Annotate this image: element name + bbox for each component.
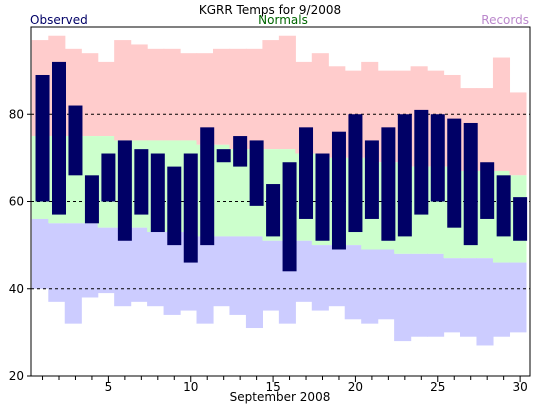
record-low-band: [130, 227, 148, 302]
record-high-band: [311, 53, 329, 154]
observed-bar: [249, 140, 264, 206]
observed-bar: [414, 109, 429, 215]
record-low-band: [147, 232, 165, 307]
observed-bar: [51, 61, 66, 215]
record-high-band: [245, 48, 263, 150]
record-low-band: [377, 249, 395, 320]
record-low-band: [361, 249, 379, 324]
x-tick-label: 10: [183, 380, 198, 394]
record-high-band: [361, 61, 379, 158]
record-low-band: [31, 218, 49, 289]
observed-bar: [364, 140, 379, 219]
observed-bar: [266, 184, 281, 237]
observed-bar: [299, 127, 314, 219]
observed-bar: [315, 153, 330, 241]
observed-bar: [150, 153, 165, 233]
normal-band: [212, 144, 231, 237]
record-low-band: [328, 245, 346, 307]
observed-bar: [496, 175, 511, 237]
observed-bar: [117, 140, 132, 241]
record-high-band: [262, 40, 280, 150]
record-low-band: [48, 223, 66, 302]
record-low-band: [394, 253, 412, 342]
legend-records: Records: [481, 13, 529, 27]
record-high-band: [229, 48, 247, 150]
x-tick-label: 20: [348, 380, 363, 394]
record-high-band: [196, 53, 214, 145]
record-low-band: [410, 253, 428, 337]
legend-normals: Normals: [258, 13, 308, 27]
record-low-band: [344, 245, 362, 320]
record-low-band: [295, 240, 313, 302]
observed-bar: [331, 131, 346, 250]
record-high-band: [147, 48, 165, 141]
observed-bar: [397, 114, 412, 237]
record-high-band: [212, 48, 231, 145]
observed-bar: [282, 162, 297, 272]
record-high-band: [476, 88, 494, 171]
record-low-band: [229, 236, 247, 315]
x-tick-label: 5: [105, 380, 113, 394]
x-tick-label: 25: [430, 380, 445, 394]
chart-title: KGRR Temps for 9/2008: [199, 3, 341, 17]
observed-bar: [134, 149, 149, 215]
observed-bar: [183, 153, 198, 263]
observed-bar: [348, 114, 363, 233]
observed-bar: [233, 136, 248, 167]
record-low-band: [245, 236, 263, 329]
observed-bar: [84, 175, 99, 224]
observed-bar: [216, 149, 231, 163]
record-low-band: [509, 262, 527, 333]
record-high-band: [278, 35, 296, 150]
record-high-band: [130, 44, 148, 141]
record-low-band: [64, 223, 82, 324]
record-low-band: [97, 227, 115, 294]
record-low-band: [262, 240, 280, 311]
record-low-band: [460, 258, 478, 337]
observed-bar: [381, 127, 396, 241]
record-low-band: [114, 227, 132, 307]
record-low-band: [476, 258, 494, 346]
observed-bar: [430, 114, 445, 202]
y-tick-label: 20: [9, 369, 24, 383]
observed-bar: [101, 153, 116, 202]
record-low-band: [163, 232, 181, 315]
observed-bar: [200, 127, 215, 246]
axes-layer: 20 40 60 80 5 10 15 20 25 30: [9, 26, 531, 394]
y-tick-label: 80: [9, 107, 24, 121]
y-tick-label: 60: [9, 195, 24, 209]
x-tick-label: 15: [265, 380, 280, 394]
record-high-band: [81, 53, 99, 137]
record-high-band: [97, 61, 115, 137]
observed-bar: [68, 105, 83, 176]
legend-observed: Observed: [30, 13, 88, 27]
record-low-band: [443, 258, 461, 333]
y-tick-label: 40: [9, 282, 24, 296]
observed-bar: [480, 162, 495, 219]
record-high-band: [509, 92, 527, 176]
record-high-band: [114, 40, 132, 141]
observed-bar: [167, 166, 182, 246]
record-high-band: [163, 48, 181, 141]
record-low-band: [427, 253, 445, 337]
observed-bar: [447, 118, 462, 228]
grid-layer: [31, 113, 530, 290]
observed-bar: [513, 197, 528, 241]
observed-bar: [463, 122, 478, 246]
record-low-band: [81, 223, 99, 298]
record-low-band: [311, 245, 329, 311]
record-low-band: [492, 262, 511, 337]
observed-bar-layer: [35, 61, 528, 272]
record-low-band: [196, 236, 214, 324]
x-axis-label: September 2008: [230, 390, 331, 404]
record-high-band: [180, 53, 198, 141]
normal-band: [229, 149, 247, 237]
observed-bar: [35, 74, 50, 202]
x-tick-label: 30: [512, 380, 527, 394]
record-low-band: [212, 236, 231, 307]
